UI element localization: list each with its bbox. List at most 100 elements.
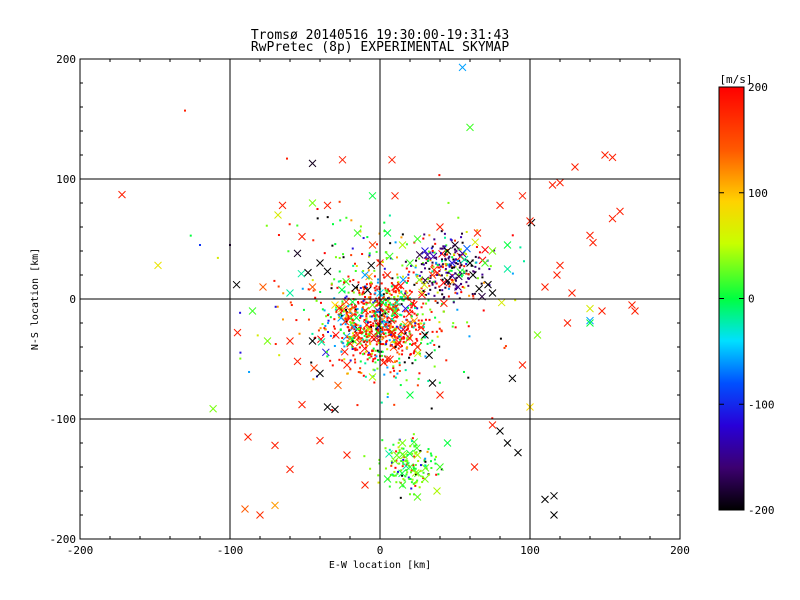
data-point-dot [346,343,349,346]
data-point-dot [468,335,471,338]
data-point-dot [395,360,398,363]
data-point-dot [391,308,394,311]
data-point-dot [402,299,405,302]
data-point-dot [402,324,405,327]
data-point-dot [392,319,395,322]
y-tick-label: -100 [50,413,77,426]
data-point-dot [359,315,362,318]
data-point-cross [398,241,407,249]
data-point-cross [259,283,267,291]
data-point-dot [413,283,416,286]
data-point-dot [504,345,507,348]
data-point-dot [449,264,452,267]
data-point-dot [379,294,382,297]
data-point-dot [373,369,376,372]
data-point-dot [401,264,404,267]
data-point-cross [332,331,340,339]
data-point-dot [387,310,390,313]
data-point-dot [409,303,412,306]
data-point-dot [408,270,411,273]
data-point-cross [616,207,624,216]
data-point-dot [384,312,387,315]
data-point-dot [408,297,411,300]
data-point-dot [443,236,446,239]
data-point-dot [404,341,407,344]
data-point-dot [407,338,410,341]
data-point-dot [447,201,450,204]
data-point-dot [413,320,416,323]
data-point-dot [410,264,413,267]
data-point-dot [412,493,415,496]
data-point-dot [370,355,373,358]
data-point-dot [414,342,417,345]
data-point-cross [601,151,609,159]
data-point-dot [458,259,461,262]
data-point-dot [355,264,358,267]
data-point-dot [338,270,341,273]
data-point-dot [371,352,374,355]
data-point-cross [433,487,441,495]
data-point-dot [354,305,357,308]
data-point-dot [431,283,434,286]
data-point-cross [118,190,126,199]
data-point-dot [375,285,378,288]
data-point-cross [399,276,408,284]
data-point-dot [359,326,362,329]
data-point-dot [412,326,415,329]
data-point-dot [412,271,415,274]
data-point-dot [273,279,276,282]
data-point-dot [482,309,485,312]
data-point-dot [398,335,401,338]
data-point-cross [304,268,312,277]
data-point-cross [421,331,429,339]
data-point-dot [410,487,413,490]
data-point-dot [465,281,468,284]
data-point-cross [274,211,282,219]
data-point-cross [391,283,399,291]
data-point-dot [441,293,444,296]
data-point-dot [277,285,280,288]
data-point-dot [415,328,418,331]
data-point-dot [367,269,370,272]
data-point-dot [354,313,357,316]
data-point-cross [586,316,594,325]
data-point-dot [413,469,416,472]
data-point-dot [391,277,394,280]
data-point-dot [460,275,463,278]
data-point-cross [436,391,444,399]
data-point-dot [406,346,409,349]
data-point-cross [297,269,306,278]
data-point-dot [417,319,420,322]
data-point-dot [411,362,414,365]
data-point-cross [361,271,369,279]
data-point-dot [481,276,484,279]
data-point-dot [364,362,367,365]
data-point-cross [439,278,448,287]
data-point-dot [341,359,344,362]
data-point-dot [392,305,395,308]
data-point-dot [426,342,429,345]
data-point-dot [351,247,354,250]
data-point-dot [401,474,404,477]
data-point-cross [503,241,512,249]
data-point-dot [391,461,394,464]
data-point-dot [420,278,423,281]
data-point-cross [368,191,377,200]
data-point-dot [394,328,397,331]
data-point-dot [428,234,431,237]
data-point-cross [433,268,442,277]
data-point-dot [461,285,464,288]
data-point-dot [395,450,398,453]
data-point-dot [364,285,367,288]
data-point-dot [441,278,444,281]
data-point-dot [338,200,341,203]
data-point-dot [433,251,436,254]
data-point-dot [413,467,416,470]
data-point-dot [302,308,305,311]
data-point-dot [424,460,427,463]
data-point-dot [389,257,392,260]
data-point-dot [431,245,434,248]
data-point-dot [403,479,406,482]
data-point-dot [409,333,412,336]
data-point-dot [451,325,454,328]
